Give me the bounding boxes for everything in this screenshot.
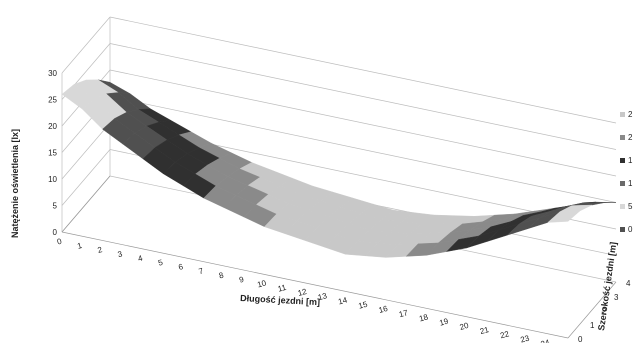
z-axis-title: Szerokość jezdni [m]	[596, 241, 618, 331]
gridline-left-wall	[61, 149, 111, 206]
y-tick-label: 0	[53, 228, 58, 237]
x-axis-ticks: 0123456789101112131415161718192021222324…	[56, 237, 571, 343]
floor-edge-right	[567, 281, 617, 339]
x-tick-label: 8	[218, 270, 225, 280]
legend-label: 2	[628, 110, 633, 119]
surface-plot	[61, 79, 617, 258]
x-tick-label: 12	[297, 287, 308, 298]
gridline-left-wall	[61, 16, 111, 74]
x-tick-label: 10	[256, 278, 267, 289]
legend-swatch	[620, 227, 625, 232]
legend-label: 5	[628, 202, 633, 211]
gridline-back-wall	[109, 96, 617, 203]
z-tick-label: 2	[602, 307, 607, 316]
legend-swatch	[620, 112, 625, 117]
z-tick-label: 0	[578, 335, 583, 343]
legend-swatch	[620, 204, 625, 209]
z-tick-label: 4	[626, 279, 631, 288]
y-tick-label: 25	[48, 96, 57, 105]
x-tick-label: 4	[137, 253, 144, 263]
y-tick-label: 10	[48, 175, 57, 184]
y-tick-label: 5	[53, 202, 58, 211]
y-axis-title: Natężenie oświetlenia [lx]	[10, 129, 20, 238]
legend-swatch	[620, 135, 625, 140]
x-tick-label: 20	[459, 321, 470, 332]
gridlines	[61, 16, 617, 339]
x-tick-label: 15	[357, 300, 368, 311]
legend-label: 2	[628, 133, 633, 142]
legend-label: 1	[628, 179, 633, 188]
y-axis-ticks: 0 5 10 15 20 25 30	[48, 69, 57, 237]
x-tick-label: 5	[157, 258, 164, 268]
x-tick-label: 7	[198, 266, 205, 276]
x-tick-label: 0	[56, 237, 63, 247]
x-tick-label: 21	[479, 325, 490, 336]
floor-edge-left	[61, 175, 111, 233]
legend-label: 1	[628, 156, 633, 165]
legend-swatch	[620, 181, 625, 186]
gridline-back-wall	[109, 69, 617, 177]
x-tick-label: 18	[418, 312, 429, 323]
gridline-back-wall	[109, 16, 617, 124]
legend-label: 0	[628, 225, 633, 234]
x-tick-label: 23	[519, 333, 530, 343]
x-tick-label: 17	[398, 308, 409, 319]
floor-edge-front	[61, 231, 569, 339]
z-tick-label: 1	[590, 321, 595, 330]
x-tick-label: 3	[117, 249, 124, 259]
legend-swatch	[620, 158, 625, 163]
x-tick-label: 11	[277, 283, 288, 294]
x-tick-label: 14	[337, 295, 348, 306]
surface-cell	[547, 210, 581, 223]
x-tick-label: 24	[540, 338, 551, 343]
y-tick-label: 15	[48, 149, 57, 158]
x-tick-label: 22	[499, 329, 510, 340]
x-tick-label: 9	[238, 275, 245, 285]
x-tick-label: 19	[438, 317, 449, 328]
x-tick-label: 16	[378, 304, 389, 315]
y-tick-label: 30	[48, 69, 57, 78]
gridline-left-wall	[61, 122, 111, 180]
x-tick-label: 6	[177, 262, 184, 272]
x-axis-title: Długość jezdni [m]	[240, 293, 320, 307]
z-tick-label: 3	[614, 293, 619, 302]
x-tick-label: 2	[97, 245, 104, 255]
x-tick-label: 1	[76, 241, 83, 251]
x-tick-label: 25	[560, 342, 571, 343]
legend: 2 2 1 1 5 0	[620, 110, 633, 234]
gridline-back-wall	[109, 43, 617, 150]
y-tick-label: 20	[48, 122, 57, 131]
x-tick-label: 13	[317, 291, 328, 302]
